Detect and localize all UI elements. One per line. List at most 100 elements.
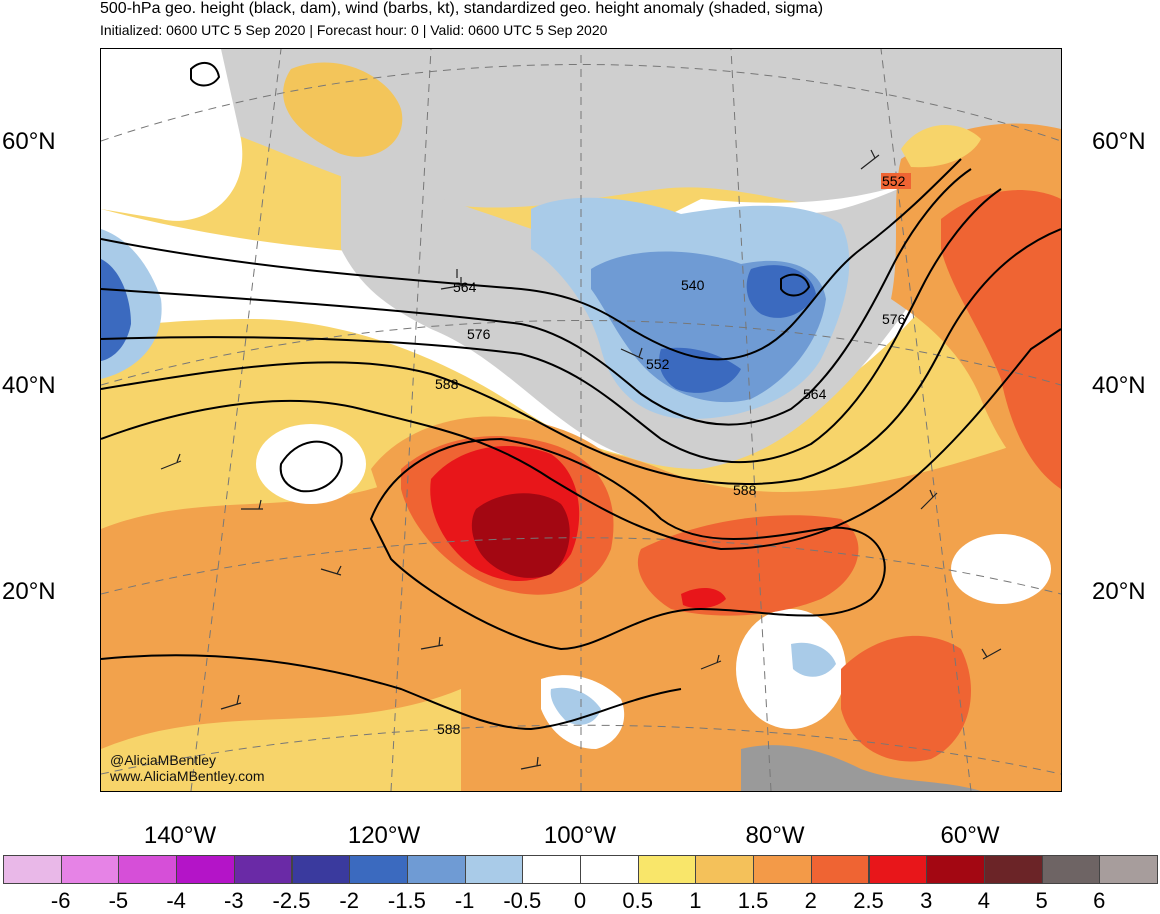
height-contour: [279, 440, 343, 493]
colorbar-tick-label: 4: [977, 888, 991, 913]
graticule-line: [730, 49, 772, 791]
lat-label-40n-left: 40°N: [2, 372, 56, 399]
wind-barb: [920, 489, 938, 510]
colorbar-tick-label: 1: [689, 888, 702, 913]
colorbar-cell: [580, 855, 639, 884]
anomaly-field-2.5: [681, 587, 726, 609]
graticule-line: [101, 320, 1061, 386]
anomaly-field-minus-1.5: [101, 259, 131, 361]
height-contour: [101, 168, 972, 426]
anomaly-field-2: [941, 190, 1061, 489]
anomaly-field-minus-0.5: [791, 642, 836, 677]
colorbar-tick-label: -4: [166, 888, 186, 913]
colorbar-tick-label: -1.5: [387, 888, 426, 913]
watermark-handle: @AliciaMBentley: [110, 752, 217, 768]
lat-label-60n-left: 60°N: [2, 128, 56, 155]
contour-label: 588: [435, 376, 459, 392]
anomaly-field-1.5: [283, 62, 403, 157]
colorbar-cell: [406, 855, 466, 884]
colorbar-tick-label: -2: [339, 888, 359, 913]
anomaly-field-neutral: [736, 609, 846, 729]
colorbar-cell: [118, 855, 178, 884]
colorbar-cell: [695, 855, 755, 884]
anomaly-map: 552 564 540 576 552 588 564 588 576 588: [100, 48, 1062, 792]
colorbar-cell: [868, 855, 928, 884]
colorbar-cell: [983, 855, 1043, 884]
graticule-line: [880, 49, 972, 791]
colorbar-cell: [753, 855, 812, 884]
colorbar-tick-label: 0.5: [622, 888, 653, 913]
contour-label: 540: [681, 277, 705, 293]
lat-label-20n-left: 20°N: [2, 578, 56, 605]
colorbar-tick-label: -2.5: [272, 888, 311, 913]
contour-label: 552: [882, 173, 906, 189]
contour-label: 552: [646, 356, 670, 372]
height-contour: [780, 273, 811, 297]
colorbar-cell: [349, 855, 408, 884]
lon-label-100w: 100°W: [543, 822, 617, 849]
colorbar-cell: [522, 855, 581, 884]
colorbar-cell: [464, 855, 524, 884]
anomaly-field-neutral: [101, 49, 243, 221]
lon-label-120w: 120°W: [347, 822, 421, 849]
anomaly-field-1: [901, 125, 981, 168]
colorbar-cell: [291, 855, 351, 884]
lat-label-60n-right: 60°N: [1092, 128, 1146, 155]
wind-barbs: [160, 149, 1002, 770]
anomaly-field-1: [101, 689, 461, 791]
colorbar-tick-label: -1: [454, 888, 475, 913]
colorbar-tick-label: 2.5: [853, 888, 884, 913]
graticule-line: [101, 64, 1061, 142]
contour-label: 564: [453, 279, 477, 295]
colorbar-cell: [1041, 855, 1101, 884]
colorbar-tick-label: 2: [804, 888, 817, 913]
map-title: 500-hPa geo. height (black, dam), wind (…: [100, 0, 824, 17]
height-contour: [101, 158, 962, 361]
lon-label-80w: 80°W: [745, 822, 805, 849]
lat-label-40n-right: 40°N: [1092, 372, 1146, 399]
watermark-website: www.AliciaMBentley.com: [110, 768, 265, 784]
wind-barb: [981, 648, 1002, 660]
wind-barb: [620, 347, 644, 360]
height-contour: [101, 188, 1002, 464]
lon-label-60w: 60°W: [940, 822, 1000, 849]
landmass-south-america: [741, 745, 981, 791]
lat-label-20n-right: 20°N: [1092, 578, 1146, 605]
anomaly-map-canvas: 552 564 540 576 552 588 564 588 576 588: [101, 49, 1061, 791]
graticule-line: [190, 49, 282, 791]
graticule-line: [101, 537, 1061, 595]
height-contour: [190, 61, 221, 87]
colorbar-tick-label: -6: [50, 888, 71, 913]
lon-label-140w: 140°W: [143, 822, 217, 849]
colorbar-tick-label: 5: [1035, 888, 1048, 913]
anomaly-field-2: [841, 635, 971, 762]
colorbar-cell: [810, 855, 870, 884]
wind-barb: [241, 499, 263, 510]
wind-barb: [860, 149, 880, 170]
height-contour: [101, 228, 1061, 485]
contour-label: 588: [437, 721, 461, 737]
colorbar-cell: [1099, 855, 1158, 884]
colorbar-cell: [176, 855, 235, 884]
colorbar-cell: [3, 855, 62, 884]
colorbar-tick-label: -5: [108, 888, 129, 913]
wind-barb: [700, 654, 722, 670]
colorbar-tick-label: -0.5: [503, 888, 542, 913]
height-contour: [369, 437, 886, 651]
wind-barb: [520, 756, 542, 770]
colorbar-tick-label: 0: [573, 888, 587, 913]
height-contour: [101, 654, 682, 731]
contour-label: 576: [467, 326, 491, 342]
graticule: [101, 49, 1061, 791]
colorbar-tick-label: -3: [224, 888, 244, 913]
colorbar: [0, 855, 1160, 885]
wind-barb: [320, 565, 342, 576]
map-subtitle: Initialized: 0600 UTC 5 Sep 2020 | Forec…: [100, 22, 608, 38]
colorbar-tick-label: 6: [1093, 888, 1106, 913]
colorbar-tick-label: 3: [920, 888, 933, 913]
colorbar-tick-label: 1.5: [737, 888, 769, 913]
graticule-line: [390, 49, 432, 791]
contour-label-group: 552 564 540 576 552 588 564 588 576 588: [435, 173, 911, 737]
anomaly-field-3: [471, 493, 570, 578]
anomaly-field-neutral: [256, 424, 366, 504]
